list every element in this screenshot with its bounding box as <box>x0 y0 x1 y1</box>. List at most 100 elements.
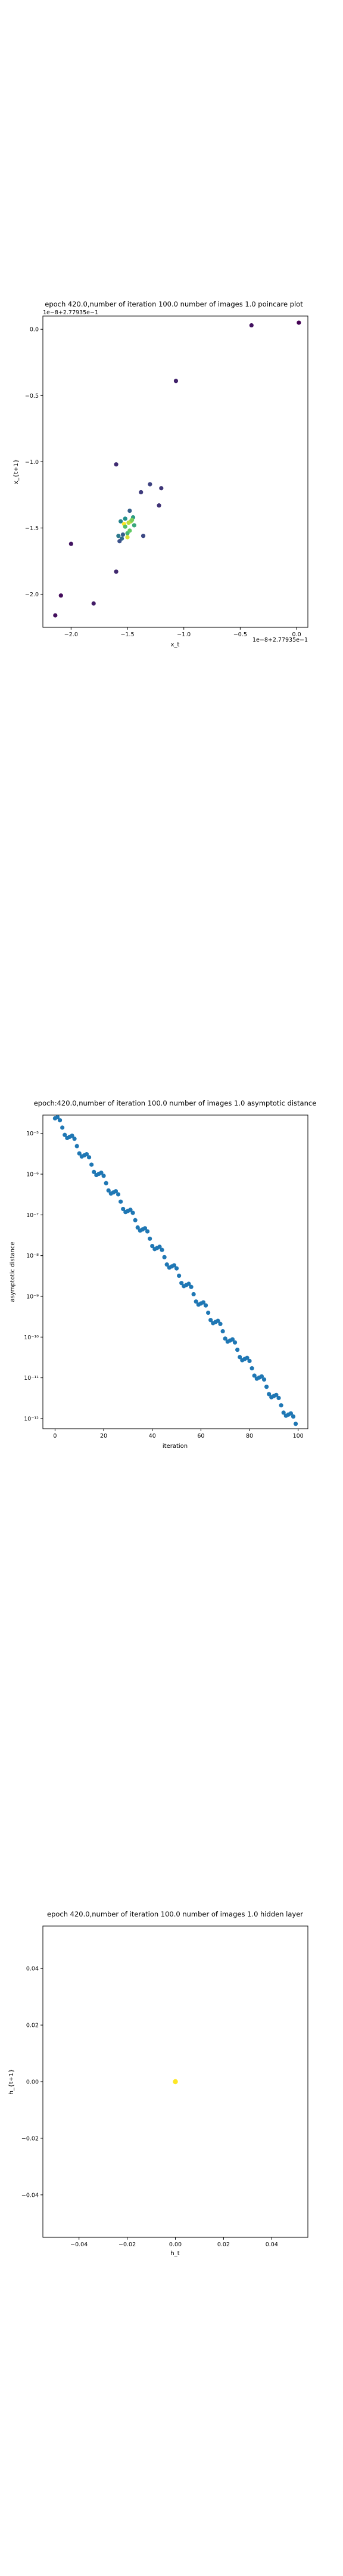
y-tick-label: 0.02 <box>26 2023 39 2029</box>
data-point <box>157 503 161 507</box>
plot-frame <box>43 1115 308 1429</box>
data-point <box>121 532 125 537</box>
data-point <box>174 379 178 383</box>
data-point <box>221 1329 225 1333</box>
data-point <box>89 1162 93 1166</box>
data-point <box>87 1155 91 1159</box>
x-axis-label: x_t <box>171 642 180 648</box>
x-tick-label: −2.0 <box>64 631 78 638</box>
y-tick-label: 0.0 <box>30 327 39 333</box>
data-point <box>116 534 120 538</box>
x-tick-label: −0.04 <box>70 2241 88 2248</box>
y-tick-label: −2.0 <box>25 592 39 598</box>
x-tick-label: −0.02 <box>119 2241 136 2248</box>
y-axis-label: h_{t+1} <box>8 2069 15 2095</box>
data-point <box>117 539 121 543</box>
data-point <box>173 2079 177 2084</box>
data-point <box>276 1396 280 1400</box>
y-tick-label: −1.0 <box>25 459 39 466</box>
y-tick-label: 10⁻⁶ <box>26 1172 39 1178</box>
hidden-layer-plot: epoch 420.0,number of iteration 100.0 nu… <box>0 1896 343 2278</box>
data-point <box>291 1414 295 1419</box>
data-point <box>235 1348 239 1352</box>
data-point <box>92 601 96 605</box>
data-point <box>189 1285 193 1289</box>
data-point <box>133 1218 138 1222</box>
chart-title: epoch 420.0,number of iteration 100.0 nu… <box>45 300 303 308</box>
data-point <box>145 1229 149 1233</box>
data-point <box>139 490 143 494</box>
data-point <box>294 1422 298 1426</box>
data-point <box>119 519 123 524</box>
data-point <box>125 535 129 539</box>
data-point <box>192 1292 196 1296</box>
data-point <box>204 1304 208 1308</box>
data-point <box>119 1200 123 1204</box>
data-point <box>233 1340 237 1345</box>
y-tick-label: 10⁻⁵ <box>26 1131 39 1137</box>
poincare-plot: epoch 420.0,number of iteration 100.0 nu… <box>0 286 343 668</box>
data-point <box>53 613 57 617</box>
x-tick-label: −1.5 <box>120 631 134 638</box>
y-tick-label: −0.04 <box>21 2192 39 2199</box>
data-point <box>174 1267 179 1271</box>
data-point <box>69 541 73 546</box>
x-tick-label: 60 <box>197 1433 204 1439</box>
y-axis-label: x_{t+1} <box>13 459 20 484</box>
data-point <box>60 1125 64 1129</box>
x-axis-label: h_t <box>170 2250 179 2257</box>
data-point <box>262 1377 266 1382</box>
data-point <box>127 528 132 532</box>
y-tick-label: −0.5 <box>25 393 39 400</box>
x-tick-label: 40 <box>149 1433 156 1439</box>
y-tick-label: 0.04 <box>26 1966 39 1973</box>
data-point <box>123 525 127 529</box>
data-point <box>72 1137 76 1141</box>
data-point <box>59 593 63 597</box>
data-point <box>247 1359 251 1363</box>
data-point <box>250 1366 254 1370</box>
data-point <box>141 534 145 538</box>
y-tick-label: −1.5 <box>25 525 39 532</box>
data-point <box>279 1403 283 1407</box>
data-point <box>250 323 254 327</box>
x-tick-label: −0.5 <box>233 631 247 638</box>
data-point <box>159 486 163 490</box>
y-tick-label: 10⁻¹¹ <box>24 1375 39 1382</box>
data-point <box>132 523 136 527</box>
data-point <box>130 518 134 522</box>
y-tick-label: −0.02 <box>21 2135 39 2142</box>
data-point <box>114 569 118 574</box>
data-point <box>264 1385 269 1389</box>
x-tick-label: 20 <box>100 1433 107 1439</box>
chart-title: epoch:420.0,number of iteration 100.0 nu… <box>34 1099 317 1107</box>
x-tick-label: 0.02 <box>217 2241 230 2248</box>
data-point <box>101 1174 105 1178</box>
x-tick-label: 0 <box>53 1433 57 1439</box>
chart-title: epoch 420.0,number of iteration 100.0 nu… <box>47 1910 303 1918</box>
x-tick-label: −1.0 <box>177 631 191 638</box>
data-point <box>177 1274 181 1278</box>
asymptotic-distance-plot: epoch:420.0,number of iteration 100.0 nu… <box>0 1085 343 1467</box>
x-tick-label: 0.04 <box>266 2241 278 2248</box>
x-tick-label: 80 <box>246 1433 253 1439</box>
data-point <box>123 516 127 521</box>
y-tick-label: 10⁻¹⁰ <box>24 1335 39 1341</box>
data-point <box>148 1237 152 1241</box>
x-tick-label: 0.00 <box>169 2241 182 2248</box>
data-point <box>116 1192 120 1196</box>
data-point <box>130 1210 135 1215</box>
offset-text: 1e−8+2.77935e−1 <box>252 637 308 643</box>
y-tick-label: 10⁻⁹ <box>26 1293 39 1300</box>
y-tick-label: 10⁻⁷ <box>26 1212 39 1219</box>
data-point <box>160 1247 164 1252</box>
data-point <box>114 462 118 466</box>
data-point <box>75 1144 79 1148</box>
top-offset-text: 1e−8+2.77935e−1 <box>43 309 98 316</box>
plot-frame <box>43 316 308 627</box>
y-tick-label: 0.00 <box>26 2079 39 2086</box>
data-point <box>58 1118 62 1122</box>
y-axis-label: asymptotic distance <box>10 1241 16 1302</box>
data-point <box>218 1322 222 1326</box>
data-point <box>127 509 132 513</box>
